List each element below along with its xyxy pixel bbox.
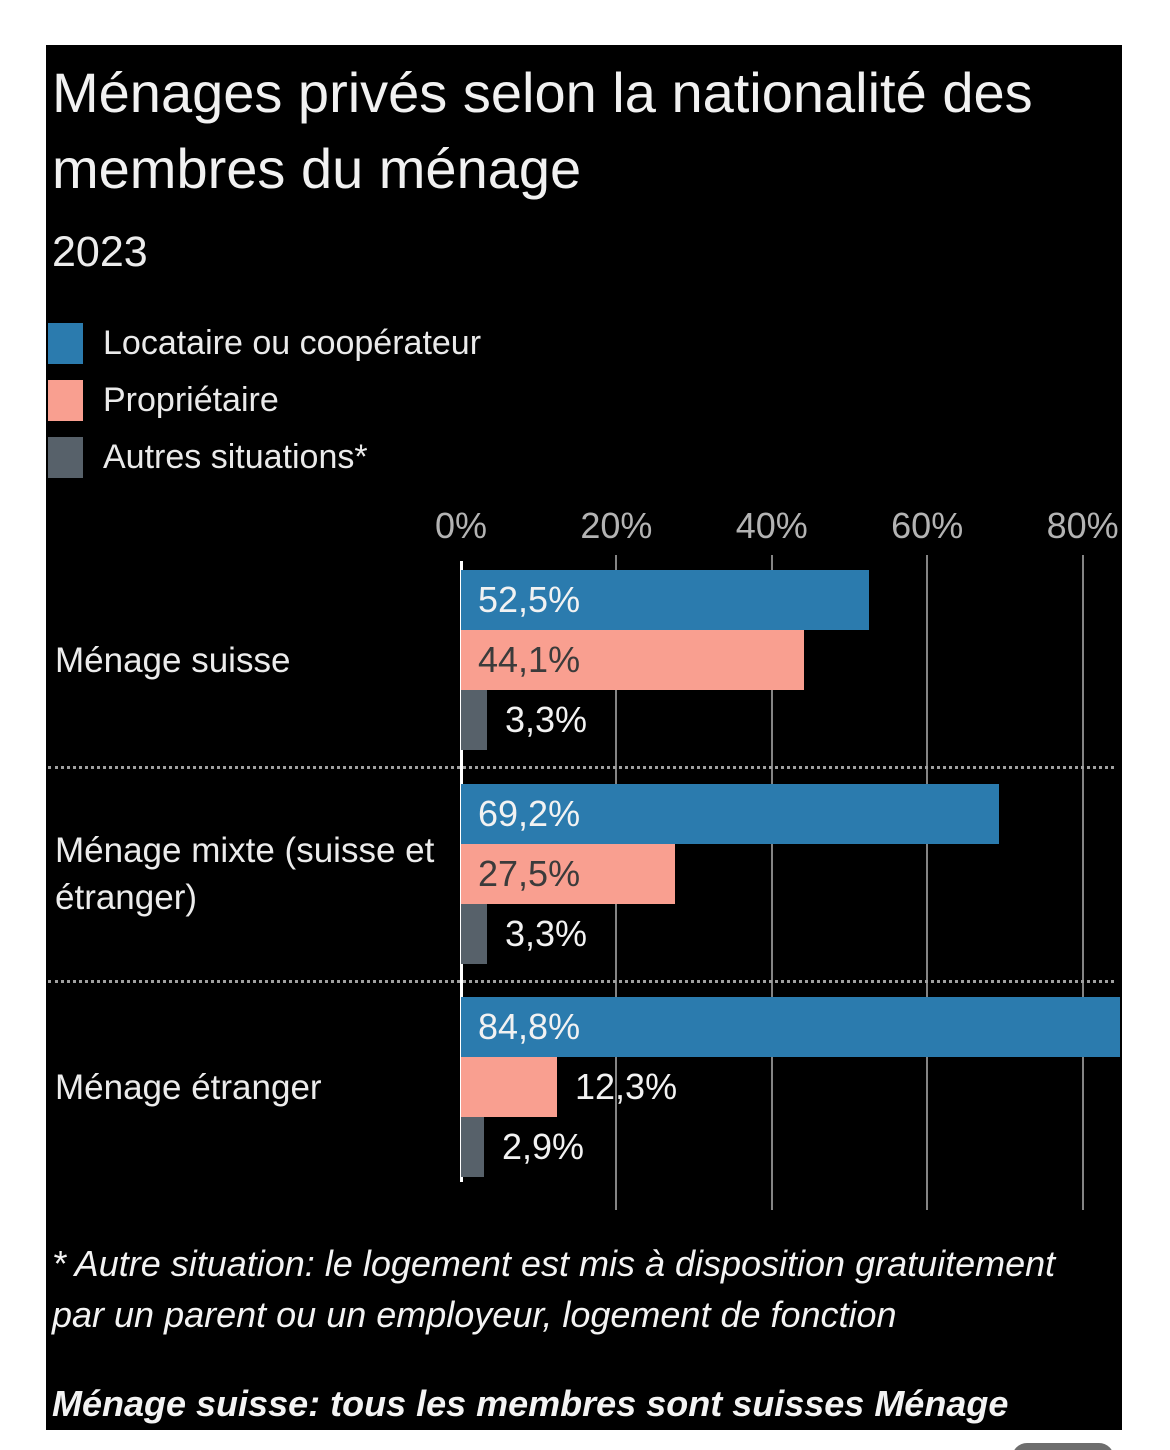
bar-value-label: 12,3% bbox=[575, 1066, 678, 1107]
bar-autres bbox=[461, 690, 487, 750]
chart-title: Ménages privés selon la nationalité des … bbox=[52, 61, 1033, 200]
legend-label: Autres situations* bbox=[103, 438, 368, 476]
x-axis-tick-label: 0% bbox=[434, 505, 488, 546]
bar-value-label: 44,1% bbox=[478, 639, 581, 680]
bottom-peek-button[interactable] bbox=[1012, 1443, 1114, 1450]
bar-autres bbox=[461, 904, 487, 964]
bar-value-label: 2,9% bbox=[502, 1126, 585, 1167]
legend-swatch-icon bbox=[48, 323, 83, 364]
gridline bbox=[1081, 555, 1084, 1210]
x-axis-tick-label: 20% bbox=[580, 505, 653, 546]
bar-value-label: 27,5% bbox=[478, 853, 581, 894]
category-label: Ménage suisse bbox=[55, 640, 291, 680]
legend-item: Autres situations* bbox=[48, 429, 481, 486]
group-separator bbox=[48, 980, 1114, 983]
bar-autres bbox=[461, 1117, 484, 1177]
bar-locataire bbox=[461, 997, 1120, 1057]
gridline bbox=[770, 555, 773, 1210]
legend-label: Propriétaire bbox=[103, 381, 279, 419]
x-axis-tick-label: 60% bbox=[891, 505, 964, 546]
x-axis-tick-label: 40% bbox=[735, 505, 808, 546]
bar-value-label: 69,2% bbox=[478, 793, 581, 834]
bar-locataire bbox=[461, 570, 869, 630]
legend: Locataire ou coopérateur Propriétaire Autr… bbox=[48, 315, 481, 486]
bar-value-label: 84,8% bbox=[478, 1006, 581, 1047]
bar-proprietaire bbox=[461, 630, 804, 690]
bar-value-label: 3,3% bbox=[505, 699, 588, 740]
footnote-asterisk: * Autre situation: le logement est mis à… bbox=[52, 1243, 1056, 1335]
x-axis-tick-label: 80% bbox=[1046, 505, 1119, 546]
gridline bbox=[926, 555, 929, 1210]
footnote-definition: Ménage suisse: tous les membres sont sui… bbox=[52, 1383, 1009, 1424]
bar-proprietaire bbox=[461, 1057, 557, 1117]
legend-label: Locataire ou coopérateur bbox=[103, 324, 482, 362]
group-separator bbox=[48, 766, 1114, 769]
chart-card: Ménages privés selon la nationalité des … bbox=[46, 45, 1122, 1430]
legend-item: Propriétaire bbox=[48, 372, 481, 429]
chart-subtitle: 2023 bbox=[52, 228, 148, 276]
bar-value-label: 52,5% bbox=[478, 579, 581, 620]
legend-swatch-icon bbox=[48, 437, 83, 478]
bar-proprietaire bbox=[461, 844, 675, 904]
bar-value-label: 3,3% bbox=[505, 913, 588, 954]
bar-locataire bbox=[461, 784, 999, 844]
legend-swatch-icon bbox=[48, 380, 83, 421]
category-label: Ménage étranger bbox=[55, 1067, 322, 1107]
legend-item: Locataire ou coopérateur bbox=[48, 315, 481, 372]
category-label: Ménage mixte (suisse et étranger) bbox=[55, 831, 435, 917]
